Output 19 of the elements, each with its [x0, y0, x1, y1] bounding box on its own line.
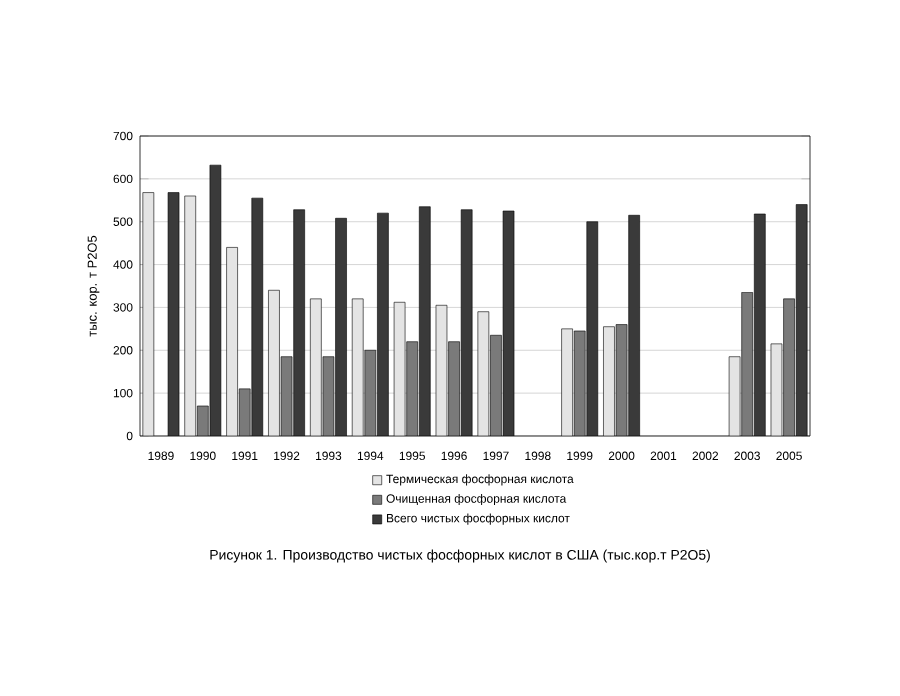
bar [477, 311, 490, 436]
bar [460, 209, 473, 436]
bar [377, 212, 389, 436]
bar [226, 247, 238, 436]
bar [184, 195, 197, 436]
bar [293, 209, 305, 436]
bar [795, 204, 808, 436]
bar [251, 197, 264, 436]
bar [448, 341, 460, 436]
bar [741, 292, 753, 436]
bar [418, 206, 431, 436]
bar [628, 214, 640, 436]
bar [406, 341, 418, 436]
bar [142, 192, 154, 436]
bar [603, 326, 615, 436]
bar [268, 289, 280, 436]
bar [586, 221, 598, 436]
bar [753, 213, 766, 436]
bar [335, 217, 347, 436]
